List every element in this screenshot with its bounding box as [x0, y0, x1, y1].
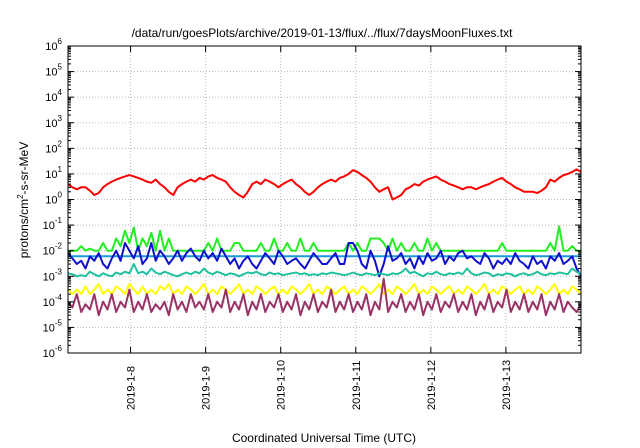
x-tick-label: 2019-1-11	[351, 361, 363, 410]
y-tick-label: 105	[45, 63, 62, 79]
y-tick-label-base: 10	[45, 143, 57, 155]
y-tick-label: 10-6	[43, 344, 63, 360]
y-tick-label: 10-2	[43, 242, 63, 258]
x-tick-label: 2019-1-13	[501, 360, 513, 410]
y-tick-label-exponent: -2	[55, 242, 63, 251]
y-tick-label: 106	[45, 37, 62, 53]
series-line-6	[67, 283, 582, 296]
y-tick-label-exponent: -5	[55, 318, 63, 327]
y-tick-label: 10-4	[43, 293, 63, 309]
x-axis-label: Coordinated Universal Time (UTC)	[232, 431, 416, 445]
y-tick-label-base: 10	[45, 67, 57, 79]
y-tick-label-base: 10	[45, 195, 57, 207]
y-tick-label-base: 10	[43, 246, 55, 258]
series-line-7	[67, 277, 582, 317]
series-line-5	[67, 263, 582, 278]
y-tick-label: 10-3	[43, 267, 63, 283]
y-axis-label-rest: -s-sr-MeV	[17, 142, 31, 195]
y-tick-label-base: 10	[43, 322, 55, 334]
y-tick-label-exponent: 4	[58, 88, 63, 97]
y-tick-label-exponent: -1	[55, 216, 63, 225]
y-tick-labels: 10-610-510-410-310-210-11001011021031041…	[43, 37, 63, 360]
y-tick-label-exponent: -4	[55, 293, 63, 302]
y-tick-label: 103	[45, 114, 62, 130]
y-axis-label-sup: 2	[16, 194, 25, 199]
y-tick-label: 102	[45, 139, 62, 155]
y-tick-label: 101	[45, 165, 62, 181]
y-tick-label-exponent: 1	[58, 165, 63, 174]
y-tick-label: 100	[45, 191, 62, 207]
x-tick-labels: 2019-1-8 2019-1-9 2019-1-10 2019-1-11 2019-1…	[126, 360, 513, 410]
y-tick-label-exponent: 0	[58, 191, 63, 200]
y-tick-label-base: 10	[45, 92, 57, 104]
y-tick-label-exponent: 3	[58, 114, 63, 123]
y-tick-label-exponent: 5	[58, 63, 63, 72]
x-tick-label: 2019-1-8	[126, 366, 138, 410]
y-tick-label-base: 10	[43, 220, 55, 232]
series-layer	[67, 168, 582, 317]
y-axis-label: protons/cm2-s-sr-MeV	[16, 142, 31, 258]
chart-title: /data/run/goesPlots/archive/2019-01-13/f…	[132, 26, 514, 40]
y-tick-label-exponent: 2	[58, 139, 63, 148]
y-tick-label-base: 10	[45, 118, 57, 130]
y-tick-label-base: 10	[45, 41, 57, 53]
y-tick-label: 104	[45, 88, 62, 104]
x-tick-label: 2019-1-12	[426, 360, 438, 410]
series-line-1	[67, 168, 582, 201]
x-tick-label: 2019-1-9	[201, 366, 213, 410]
frame-ticks	[68, 45, 581, 354]
y-tick-label-exponent: -3	[55, 267, 63, 276]
y-tick-label-base: 10	[45, 169, 57, 181]
y-tick-label: 10-1	[43, 216, 63, 232]
series-line-3	[68, 225, 581, 252]
grid	[68, 46, 581, 353]
plot-frame	[67, 45, 582, 354]
x-tick-label: 2019-1-10	[276, 360, 288, 410]
y-tick-label-exponent: 6	[58, 37, 63, 46]
y-tick-label-exponent: -6	[55, 344, 63, 353]
y-tick-label: 10-5	[43, 318, 63, 334]
y-axis-label-base: protons/cm	[17, 199, 31, 258]
y-tick-label-base: 10	[43, 348, 55, 360]
y-tick-label-base: 10	[43, 271, 55, 283]
y-tick-label-base: 10	[43, 297, 55, 309]
series-line-4	[67, 242, 582, 278]
